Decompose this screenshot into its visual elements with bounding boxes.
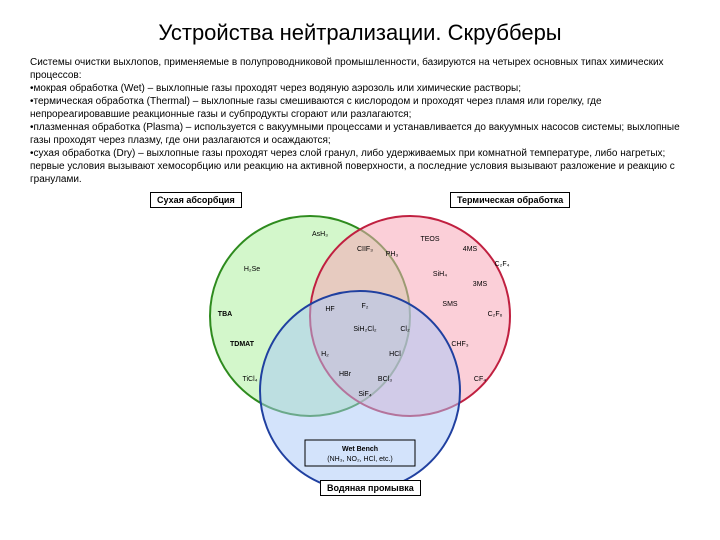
chem-label: TBA: [218, 311, 232, 318]
chem-label: 4MS: [463, 246, 478, 253]
intro-b2: •термическая обработка (Thermal) – выхло…: [30, 95, 690, 121]
chem-label: C₂F₆: [488, 311, 503, 318]
chem-label: Wet Bench: [342, 446, 378, 453]
chem-label: HCl: [389, 351, 401, 358]
chem-label: H₂: [321, 351, 329, 358]
chem-label: HBr: [339, 371, 352, 378]
chem-label: H₂Se: [244, 266, 260, 273]
legend-thermal: Термическая обработка: [450, 192, 570, 208]
chem-label: SiH₂Cl₂: [353, 326, 377, 333]
intro-b4: •сухая обработка (Dry) – выхлопные газы …: [30, 147, 690, 186]
intro-b1: •мокрая обработка (Wet) – выхлопные газы…: [30, 82, 690, 95]
chem-label: 3MS: [473, 281, 488, 288]
chem-label: (NH₃, NO₂, HCl, etc.): [327, 456, 392, 463]
chem-label: SiF₄: [358, 391, 372, 398]
chem-label: SiH₄: [433, 271, 447, 278]
chem-label: C₂F₄: [495, 261, 510, 268]
chem-label: CF₄: [474, 376, 486, 383]
chem-label: TDMAT: [230, 341, 255, 348]
venn-diagram: Сухая абсорбция Термическая обработка Во…: [170, 196, 550, 496]
intro-p1: Системы очистки выхлопов, применяемые в …: [30, 56, 690, 82]
page-title: Устройства нейтрализации. Скрубберы: [30, 20, 690, 46]
chem-label: BCl₃: [378, 376, 392, 383]
intro-b3: •плазменная обработка (Plasma) – использ…: [30, 121, 690, 147]
venn-svg: AsH₃ CIIF₃ PH₃ TEOS 4MS H₂Se SiH₄ 3MS C₂F₄ TBA SMS…: [170, 196, 550, 496]
chem-label: CIIF₃: [357, 246, 373, 253]
intro-text: Системы очистки выхлопов, применяемые в …: [30, 56, 690, 186]
chem-label: PH₃: [386, 251, 399, 258]
chem-label: AsH₃: [312, 231, 328, 238]
chem-label: HF: [325, 306, 334, 313]
chem-label: SMS: [442, 301, 458, 308]
chem-label: CHF₃: [451, 341, 468, 348]
chem-label: F₂: [362, 303, 369, 310]
chem-label: Cl₂: [400, 326, 410, 333]
chem-label: TiCl₄: [242, 376, 257, 383]
chem-label: TEOS: [420, 236, 439, 243]
legend-wet: Водяная промывка: [320, 480, 421, 496]
legend-dry: Сухая абсорбция: [150, 192, 242, 208]
